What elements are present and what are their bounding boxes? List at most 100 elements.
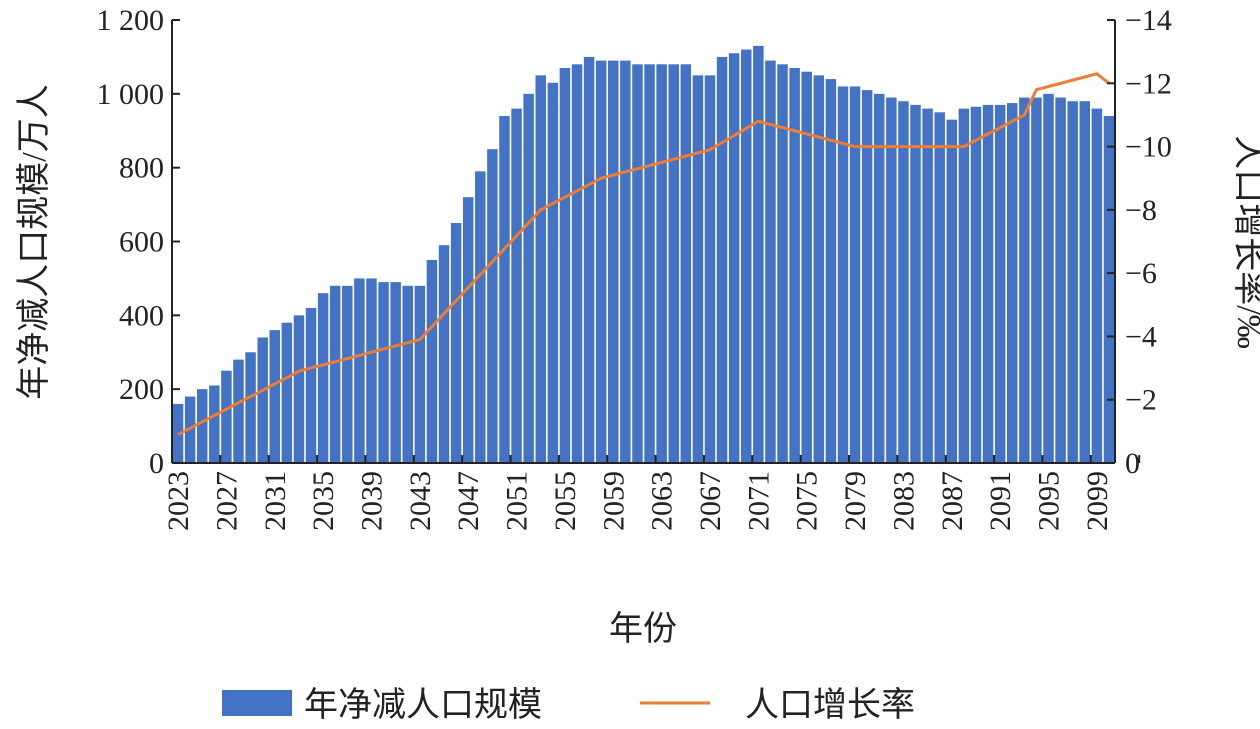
bar-2086 xyxy=(934,112,945,464)
y-axis-right-label: 人口增长率/‰ xyxy=(1230,135,1260,348)
legend-line-label: 人口增长率 xyxy=(745,686,915,724)
bar-2081 xyxy=(874,93,885,463)
bar-2060 xyxy=(620,60,631,463)
bar-2058 xyxy=(595,60,607,463)
x-tick-label: 2087 xyxy=(936,471,969,531)
bar-2049 xyxy=(487,149,498,464)
bar-2059 xyxy=(608,60,619,463)
growth-rate-line xyxy=(177,72,1110,436)
x-tick-label: 2071 xyxy=(742,471,775,531)
y-right-tick-label: −4 xyxy=(1125,320,1157,353)
y-left-tick-label: 400 xyxy=(119,299,164,332)
bar-2098 xyxy=(1079,101,1091,463)
bar-2091 xyxy=(994,104,1006,464)
y-right-tick-label: −14 xyxy=(1125,4,1172,37)
x-axis-label: 年份 xyxy=(609,610,677,648)
y-right-tick-label: −10 xyxy=(1125,131,1172,164)
x-tick-label: 2027 xyxy=(210,471,243,531)
y-left-tick-label: 0 xyxy=(149,447,164,480)
bar-2082 xyxy=(886,97,897,464)
x-tick-label: 2091 xyxy=(984,471,1017,531)
bar-2067 xyxy=(704,75,716,463)
bar-2075 xyxy=(801,71,812,463)
bar-2032 xyxy=(281,322,293,463)
bar-2027 xyxy=(221,370,232,463)
x-tick-label: 2031 xyxy=(259,471,292,531)
bar-2051 xyxy=(511,108,522,463)
y-right-tick-label: −2 xyxy=(1125,384,1157,417)
bar-2085 xyxy=(922,108,933,463)
bar-2037 xyxy=(342,285,353,463)
bar-2073 xyxy=(777,64,788,464)
bar-2099 xyxy=(1091,108,1103,463)
legend: 年净减人口规模 人口增长率 xyxy=(222,686,915,724)
bar-2038 xyxy=(354,278,365,463)
bar-2096 xyxy=(1055,97,1066,464)
bar-2094 xyxy=(1031,97,1042,464)
bar-2031 xyxy=(269,330,281,463)
x-tick-label: 2099 xyxy=(1081,471,1114,531)
bar-2050 xyxy=(499,115,510,463)
bar-2055 xyxy=(559,67,571,463)
bar-2052 xyxy=(523,93,534,463)
bar-2061 xyxy=(632,64,643,464)
bar-2084 xyxy=(910,104,921,464)
bar-2090 xyxy=(982,104,994,464)
bar-2066 xyxy=(692,75,704,463)
bar-2039 xyxy=(366,278,377,463)
bar-2083 xyxy=(898,101,909,463)
bar-2043 xyxy=(414,285,426,463)
bar-2093 xyxy=(1019,97,1030,464)
bar-2100 xyxy=(1103,115,1115,463)
bar-2030 xyxy=(257,337,268,463)
bar-2080 xyxy=(861,90,873,464)
bar-2048 xyxy=(475,171,486,463)
bar-2040 xyxy=(378,282,389,463)
bar-2077 xyxy=(825,79,837,464)
x-tick-label: 2039 xyxy=(355,471,388,531)
x-tick-label: 2043 xyxy=(404,471,437,531)
bar-2062 xyxy=(644,64,655,464)
bar-2029 xyxy=(245,352,256,463)
x-tick-label: 2075 xyxy=(791,471,824,531)
y-left-tick-label: 600 xyxy=(119,226,164,259)
y-axis-left-label: 年净减人口规模/万人 xyxy=(15,84,53,399)
bar-2042 xyxy=(402,285,413,463)
axes xyxy=(171,19,1141,464)
bar-2046 xyxy=(450,223,462,463)
x-tick-label: 2035 xyxy=(307,471,340,531)
bar-2072 xyxy=(765,60,776,463)
y-left-tick-label: 1 200 xyxy=(97,4,165,37)
bar-2047 xyxy=(462,197,474,463)
bar-2064 xyxy=(668,64,679,464)
bar-2026 xyxy=(209,385,220,463)
bar-2076 xyxy=(813,75,825,463)
y-right-tick-label: −8 xyxy=(1125,194,1157,227)
x-tick-label: 2083 xyxy=(887,471,920,531)
bar-2074 xyxy=(789,67,800,463)
bar-2070 xyxy=(741,49,752,464)
x-tick-label: 2079 xyxy=(839,471,872,531)
x-tick-label: 2059 xyxy=(597,471,630,531)
bar-2071 xyxy=(753,45,764,463)
bar-2028 xyxy=(233,359,244,463)
x-tick-label: 2023 xyxy=(162,471,195,531)
bar-2033 xyxy=(293,315,305,463)
y-right-tick-label: −12 xyxy=(1125,67,1172,100)
x-tick-label: 2067 xyxy=(694,471,727,531)
x-tick-label: 2063 xyxy=(646,471,679,531)
y-right-tick-label: 0 xyxy=(1125,447,1140,480)
x-tick-label: 2047 xyxy=(452,471,485,531)
bar-2045 xyxy=(438,245,450,463)
y-left-tick-label: 1 000 xyxy=(97,78,165,111)
y-right-tick-label: −6 xyxy=(1125,257,1157,290)
bar-2068 xyxy=(716,56,728,464)
bar-2056 xyxy=(571,64,583,464)
bar-2057 xyxy=(583,56,595,464)
bar-2034 xyxy=(305,307,317,463)
bar-2025 xyxy=(196,389,208,463)
bar-2069 xyxy=(728,53,740,463)
bars xyxy=(172,45,1115,464)
bar-2041 xyxy=(390,282,401,463)
